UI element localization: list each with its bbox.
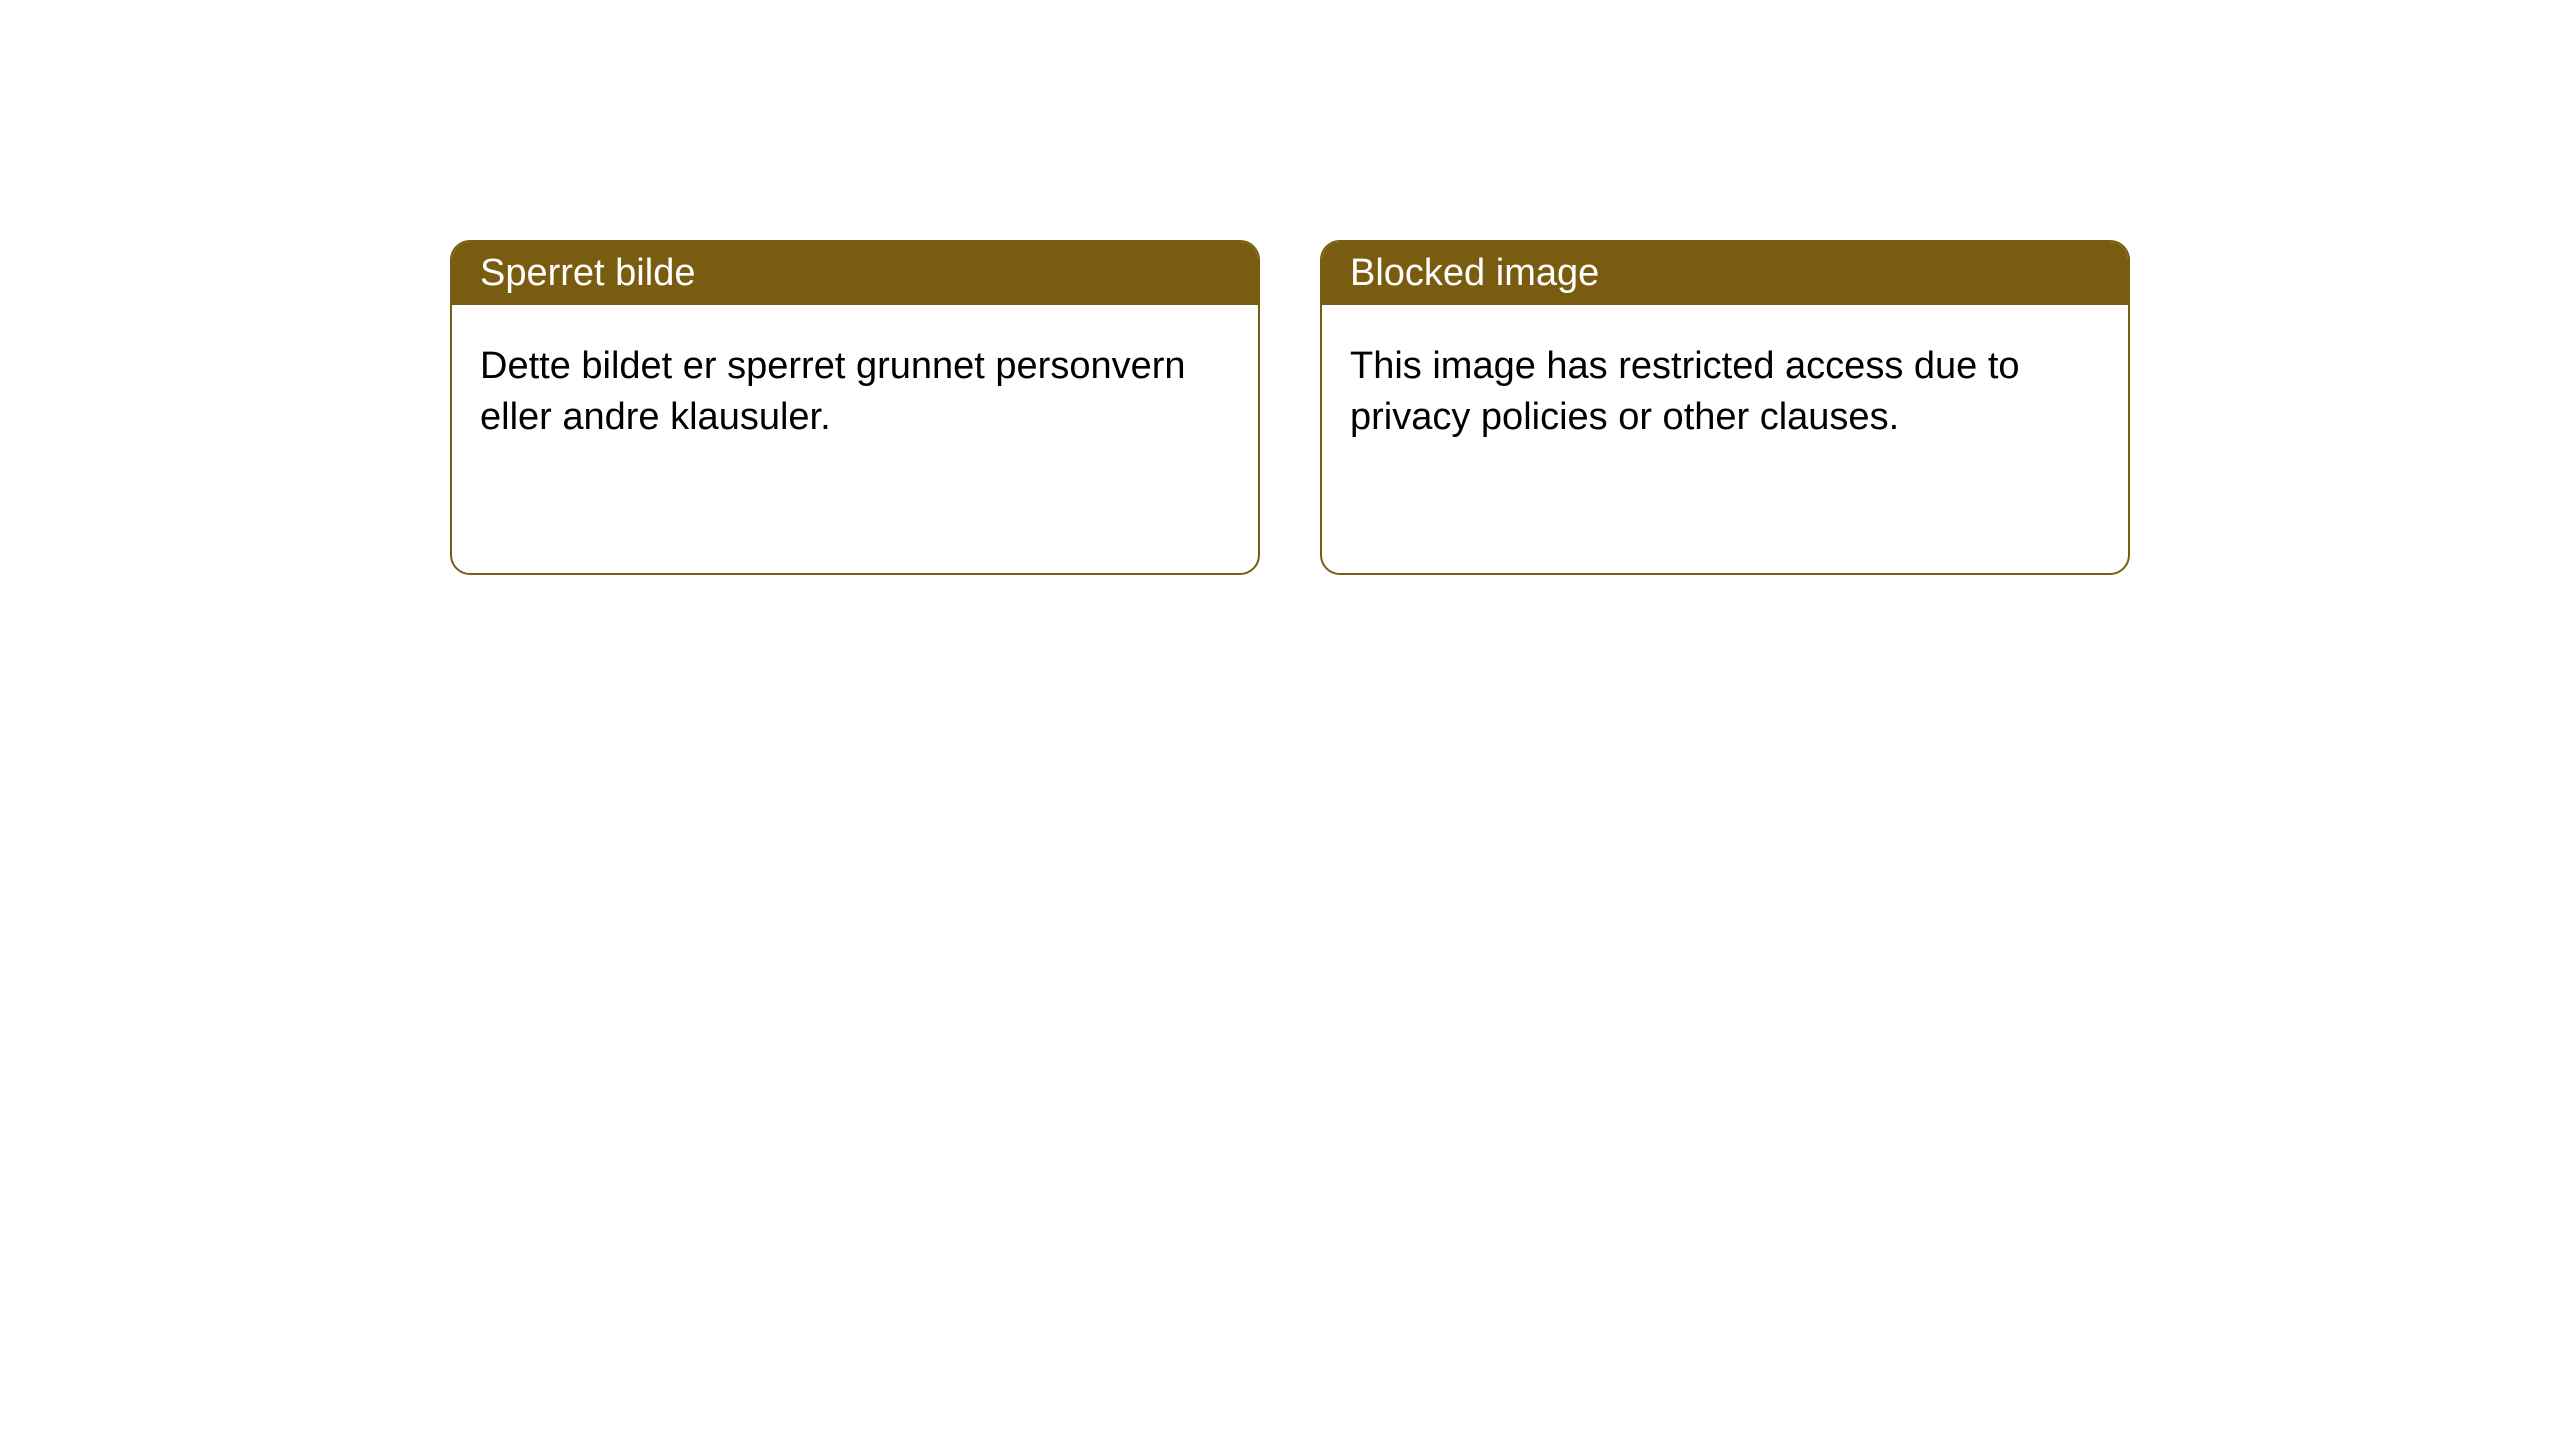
card-body-text: This image has restricted access due to … <box>1350 345 2020 438</box>
card-header: Sperret bilde <box>452 242 1258 305</box>
notice-card-english: Blocked image This image has restricted … <box>1320 240 2130 575</box>
card-title: Sperret bilde <box>480 252 695 294</box>
card-header: Blocked image <box>1322 242 2128 305</box>
card-body: Dette bildet er sperret grunnet personve… <box>452 305 1258 480</box>
notice-cards-container: Sperret bilde Dette bildet er sperret gr… <box>0 0 2560 575</box>
card-body: This image has restricted access due to … <box>1322 305 2128 480</box>
notice-card-norwegian: Sperret bilde Dette bildet er sperret gr… <box>450 240 1260 575</box>
card-body-text: Dette bildet er sperret grunnet personve… <box>480 345 1186 438</box>
card-title: Blocked image <box>1350 252 1599 294</box>
